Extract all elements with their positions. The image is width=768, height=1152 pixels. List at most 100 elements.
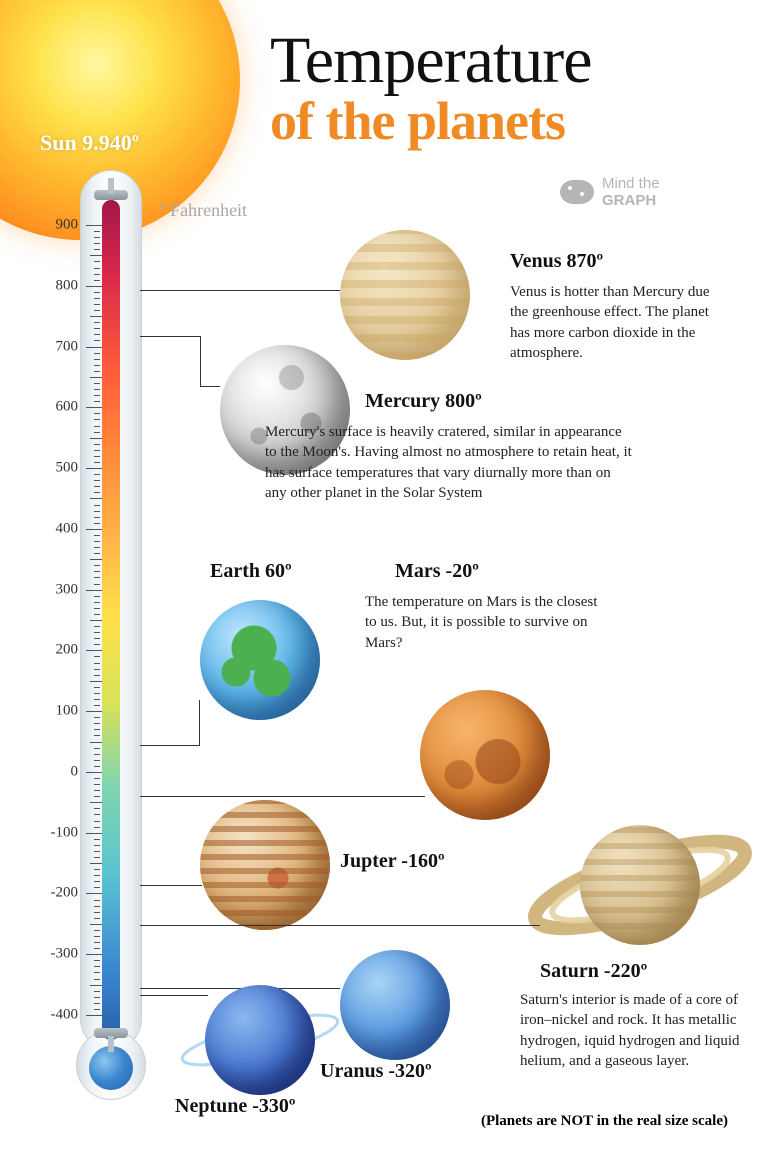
major-tick	[86, 407, 102, 408]
planet-neptune	[205, 985, 315, 1095]
minor-tick	[94, 535, 100, 536]
minor-tick	[94, 547, 100, 548]
minor-tick	[94, 359, 100, 360]
minor-tick	[94, 523, 100, 524]
leader-venus	[140, 290, 340, 291]
minor-tick	[94, 419, 100, 420]
planet-saturn	[580, 825, 700, 945]
minor-tick	[94, 353, 100, 354]
leader-mercury-h2	[200, 386, 220, 387]
minor-tick	[94, 839, 100, 840]
minor-tick	[94, 292, 100, 293]
minor-tick	[94, 614, 100, 615]
minor-tick	[94, 231, 100, 232]
minor-tick	[94, 875, 100, 876]
minor-tick	[94, 450, 100, 451]
planet-uranus	[340, 950, 450, 1060]
minor-tick	[94, 784, 100, 785]
minor-tick	[94, 456, 100, 457]
major-tick	[86, 468, 102, 469]
minor-tick	[94, 298, 100, 299]
major-tick	[86, 650, 102, 651]
minor-tick	[94, 936, 100, 937]
minor-tick	[94, 492, 100, 493]
minor-tick	[94, 401, 100, 402]
minor-tick	[94, 413, 100, 414]
minor-tick	[94, 845, 100, 846]
major-tick	[86, 711, 102, 712]
label-venus: Venus 870º	[510, 250, 603, 273]
major-tick	[86, 286, 102, 287]
minor-tick	[94, 474, 100, 475]
brand-text-1: Mind the	[602, 175, 660, 192]
minor-tick	[94, 1009, 100, 1010]
brain-icon	[560, 180, 594, 204]
desc-mercury: Mercury's surface is heavily cratered, s…	[265, 422, 635, 503]
minor-tick	[90, 438, 102, 439]
page-title: Temperature of the planets	[270, 28, 592, 148]
desc-mars: The temperature on Mars is the closest t…	[365, 592, 610, 653]
minor-tick	[90, 316, 102, 317]
minor-tick	[94, 602, 100, 603]
label-saturn: Saturn -220º	[540, 960, 647, 983]
minor-tick	[94, 644, 100, 645]
planet-mars	[420, 690, 550, 820]
footnote: (Planets are NOT in the real size scale)	[481, 1113, 728, 1130]
minor-tick	[94, 881, 100, 882]
minor-tick	[90, 681, 102, 682]
minor-tick	[94, 274, 100, 275]
tick-label: 200	[50, 642, 78, 659]
major-tick	[86, 225, 102, 226]
minor-tick	[94, 735, 100, 736]
minor-tick	[94, 541, 100, 542]
minor-tick	[94, 553, 100, 554]
leader-mercury-v	[200, 336, 201, 386]
thermometer	[80, 170, 142, 1100]
minor-tick	[90, 498, 102, 499]
minor-tick	[94, 857, 100, 858]
minor-tick	[94, 577, 100, 578]
tick-label: 800	[50, 277, 78, 294]
major-tick	[86, 954, 102, 955]
minor-tick	[94, 930, 100, 931]
minor-tick	[94, 340, 100, 341]
minor-tick	[94, 571, 100, 572]
major-tick	[86, 590, 102, 591]
minor-tick	[94, 790, 100, 791]
minor-tick	[94, 243, 100, 244]
minor-tick	[94, 322, 100, 323]
minor-tick	[94, 663, 100, 664]
desc-saturn: Saturn's interior is made of a core of i…	[520, 990, 745, 1071]
minor-tick	[94, 960, 100, 961]
title-line1: Temperature	[270, 28, 592, 94]
thermometer-pin-top	[108, 178, 114, 194]
minor-tick	[94, 948, 100, 949]
minor-tick	[94, 906, 100, 907]
brand-text-2: GRAPH	[602, 192, 656, 209]
leader-earth-v	[199, 700, 200, 745]
minor-tick	[94, 371, 100, 372]
planet-earth	[200, 600, 320, 720]
minor-tick	[94, 693, 100, 694]
tick-label: -200	[50, 885, 78, 902]
label-earth: Earth 60º	[210, 560, 292, 583]
minor-tick	[94, 638, 100, 639]
minor-tick	[90, 985, 102, 986]
minor-tick	[94, 462, 100, 463]
minor-tick	[94, 887, 100, 888]
minor-tick	[94, 261, 100, 262]
minor-tick	[94, 426, 100, 427]
minor-tick	[94, 972, 100, 973]
minor-tick	[94, 444, 100, 445]
minor-tick	[94, 918, 100, 919]
minor-tick	[90, 255, 102, 256]
minor-tick	[94, 754, 100, 755]
minor-tick	[90, 620, 102, 621]
leader-saturn	[140, 925, 540, 926]
minor-tick	[94, 328, 100, 329]
desc-venus: Venus is hotter than Mercury due the gre…	[510, 282, 720, 363]
thermometer-tube	[102, 200, 120, 1040]
leader-mars	[140, 796, 425, 797]
planet-jupiter	[200, 800, 330, 930]
minor-tick	[94, 334, 100, 335]
